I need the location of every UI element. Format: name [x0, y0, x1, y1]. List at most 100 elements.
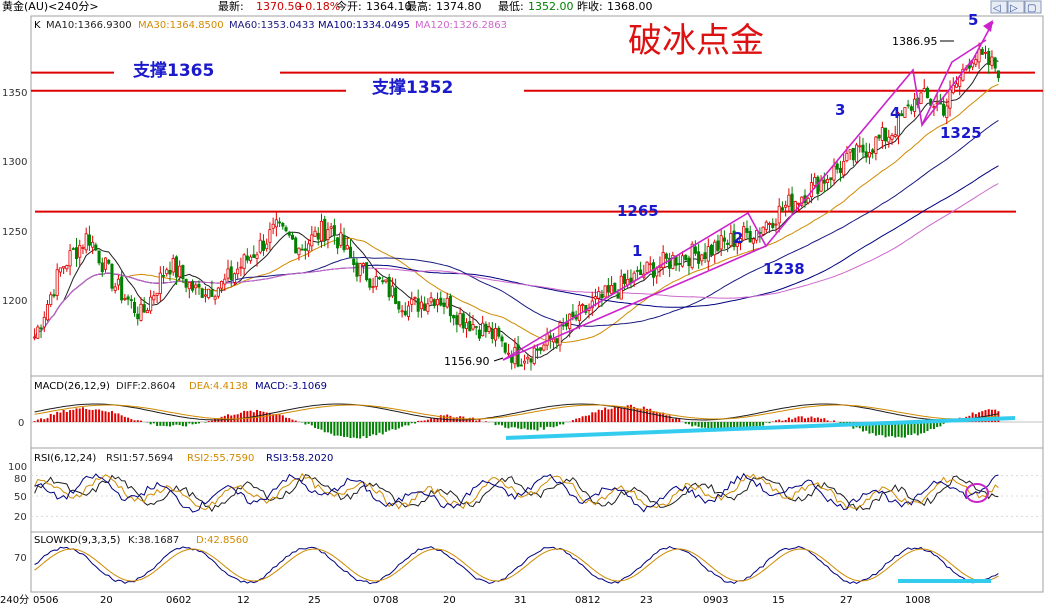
price-axis: 1350 1300 1250 1200: [2, 88, 27, 307]
x-tick-label: 0903: [703, 595, 728, 606]
low-value: 1352.00: [528, 0, 574, 13]
ma120-line: [34, 183, 999, 338]
candle-body: [52, 294, 56, 297]
candle-body: [249, 256, 253, 262]
candle-body: [155, 292, 159, 296]
candle-body: [410, 298, 414, 305]
candle-body: [635, 270, 639, 272]
rsi-highlight-circle: [965, 483, 989, 503]
candle-body: [116, 278, 120, 286]
candle-body: [336, 237, 340, 249]
rsi-legend-rsi2: RSI2:55.7590: [187, 453, 254, 464]
price-legend: K MA10:1366.9300 MA30:1364.8500 MA60:135…: [34, 20, 507, 31]
support1365-label-bg: [114, 60, 280, 80]
high-mark-label: 1386.95: [892, 35, 938, 48]
x-tick-label: 1008: [905, 595, 930, 606]
level-1238-label: 1238: [763, 260, 805, 278]
candle-body: [826, 179, 830, 183]
candle-body: [142, 304, 146, 313]
candle-body: [880, 127, 884, 141]
rsi-y-tick-100: 100: [8, 462, 27, 473]
candle-body: [606, 285, 610, 293]
candle-body: [123, 298, 127, 300]
candle-body: [45, 304, 50, 321]
legend-ma60: MA60:1353.0433: [229, 20, 315, 31]
legend-ma10: MA10:1366.9300: [46, 20, 132, 31]
candle-body: [168, 270, 172, 275]
candle-body: [871, 149, 875, 153]
candle-body: [261, 240, 265, 251]
latest-label: 最新:: [218, 0, 244, 13]
candle-body: [497, 327, 501, 337]
candle-body: [845, 152, 849, 162]
low-mark-label: 1156.90: [444, 355, 490, 368]
wave-channel-lower: [502, 245, 767, 361]
candle-body: [207, 288, 211, 299]
candle-body: [319, 220, 324, 242]
ma30-line: [34, 84, 999, 344]
candle-body: [439, 297, 443, 306]
candle-body: [751, 238, 755, 244]
candle-body: [465, 322, 469, 329]
kd-legend-d: D:42.8560: [196, 535, 248, 546]
candle-body: [210, 289, 214, 297]
rsi-y-tick-80: 80: [14, 474, 27, 485]
wave-4-label: 4: [890, 104, 900, 122]
candle-body: [797, 202, 801, 205]
candle-body: [429, 297, 433, 303]
macd-legend-diff: DIFF:2.8604: [116, 381, 176, 392]
open-label: 今开:: [336, 0, 362, 13]
candle-body: [903, 107, 907, 118]
candle-body: [39, 327, 43, 330]
rsi-legend-rsi3: RSI3:58.2020: [266, 453, 333, 464]
low-mark-pointer: [493, 357, 504, 362]
rsi2-line: [34, 472, 999, 511]
candle-body: [229, 266, 233, 281]
candle-body: [442, 302, 446, 307]
candle-body: [226, 268, 230, 279]
candle-body: [300, 248, 304, 251]
wave-3-label: 3: [835, 101, 845, 119]
rsi-plot: [31, 472, 1043, 517]
candle-body: [400, 310, 404, 313]
restore-button[interactable]: [1024, 0, 1042, 14]
candle-body: [152, 295, 156, 301]
x-tick-label: 12: [237, 595, 250, 606]
candle-body: [726, 242, 730, 245]
candle-body: [58, 267, 62, 273]
candle-body: [213, 296, 217, 300]
watermark: 破冰点金: [628, 21, 764, 61]
candle-body: [558, 322, 562, 346]
macd-legend-name: MACD(26,12,9): [34, 381, 110, 392]
candle-body: [603, 285, 607, 298]
candle-body: [884, 127, 888, 142]
candle-body: [616, 293, 620, 299]
candle-body: [381, 280, 385, 283]
scroll-left-button[interactable]: [990, 0, 1008, 14]
scroll-right-button[interactable]: [1007, 0, 1025, 14]
y-tick-1250: 1250: [2, 227, 27, 238]
candle-body: [481, 322, 485, 337]
support-resistance-lines: [31, 71, 1043, 213]
candle-body: [780, 207, 784, 211]
candle-body: [455, 315, 459, 325]
candle-body: [113, 286, 117, 291]
candle-body: [684, 254, 688, 261]
candle-body: [413, 296, 417, 299]
candle-body: [191, 281, 195, 291]
candle-body: [700, 254, 704, 262]
candle-body: [374, 276, 378, 287]
macd-legend-dea: DEA:4.4138: [189, 381, 248, 392]
rsi3-line: [34, 472, 999, 513]
candle-body: [332, 225, 336, 236]
kd-k-line: [34, 545, 999, 585]
candle-body: [896, 113, 900, 137]
macd-plot: [31, 403, 1043, 440]
candle-body: [368, 278, 372, 288]
candle-body: [503, 342, 507, 353]
candle-body: [925, 87, 930, 99]
kd-panel-frame: [30, 531, 1044, 593]
scroll-left-icon: ◁: [993, 3, 1001, 14]
x-tick-label: 23: [640, 595, 653, 606]
